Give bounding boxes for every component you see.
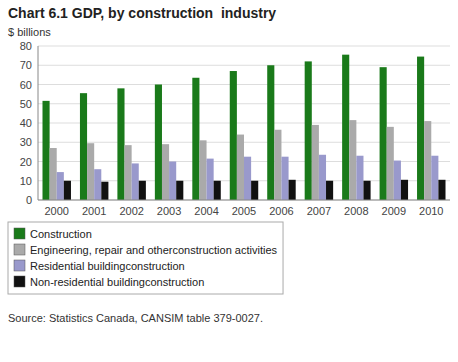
bar	[363, 181, 370, 200]
source: Source: Statistics Canada, CANSIM table …	[8, 312, 263, 324]
bar	[42, 101, 49, 200]
legend: Construction Engineering, repair and othe…	[8, 222, 283, 294]
bar	[169, 162, 176, 201]
x-tick-label: 2004	[194, 205, 218, 217]
grid-line	[38, 84, 450, 85]
legend-frame	[8, 222, 283, 294]
y-axis	[38, 46, 39, 200]
y-tick-label: 20	[20, 156, 32, 168]
legend-label: Non-residential buildingconstruction	[30, 276, 204, 288]
legend-label: Residential buildingconstruction	[30, 260, 185, 272]
bar	[176, 181, 183, 200]
bar	[207, 159, 214, 200]
legend-swatch	[14, 228, 25, 239]
bar	[155, 85, 162, 201]
bar	[387, 127, 394, 200]
y-tick-label: 10	[20, 175, 32, 187]
bar	[80, 93, 87, 200]
y-tick-label: 60	[20, 79, 32, 91]
bar	[251, 181, 258, 200]
bar	[267, 65, 274, 200]
bar	[394, 161, 401, 200]
x-tick-label: 2010	[419, 205, 443, 217]
grid-line	[38, 123, 450, 124]
bar	[125, 145, 132, 200]
chart: Chart 6.1 GDP, by construction industry $…	[0, 0, 458, 362]
y-tick-label: 40	[20, 117, 32, 129]
bar	[289, 180, 296, 200]
bar	[312, 125, 319, 200]
grid-line	[38, 103, 450, 104]
bar	[162, 144, 169, 200]
bar	[438, 180, 445, 200]
grid-line	[38, 46, 450, 47]
bar	[342, 55, 349, 200]
bar	[192, 78, 199, 200]
bar	[281, 157, 288, 200]
bar	[244, 157, 251, 200]
legend-swatch	[14, 260, 25, 271]
x-tick-label: 2006	[269, 205, 293, 217]
grid-line	[38, 200, 450, 201]
bar	[380, 67, 387, 200]
x-axis	[38, 200, 450, 201]
bar	[356, 156, 363, 200]
legend-label: Engineering, repair and otherconstructio…	[30, 244, 278, 256]
bar	[94, 169, 101, 200]
y-tick-label: 70	[20, 59, 32, 71]
title: Chart 6.1 GDP, by construction industry	[8, 5, 276, 21]
y-tick-label: 0	[26, 194, 32, 206]
bar	[230, 71, 237, 200]
bar	[117, 88, 124, 200]
bar	[305, 61, 312, 200]
bar	[57, 172, 64, 200]
bar	[139, 181, 146, 200]
bar	[64, 181, 71, 200]
y-tick-label: 50	[20, 98, 32, 110]
bar	[237, 135, 244, 200]
bar	[326, 181, 333, 200]
bar	[349, 120, 356, 200]
x-tick-label: 2002	[119, 205, 143, 217]
legend-swatch	[14, 244, 25, 255]
bar	[50, 148, 57, 200]
bar	[132, 163, 139, 200]
bar	[87, 143, 94, 200]
y-tick-label: 30	[20, 136, 32, 148]
bar	[199, 140, 206, 200]
bar	[319, 155, 326, 200]
y-axis-label: $ billions	[8, 26, 51, 38]
x-tick-label: 2001	[82, 205, 106, 217]
x-tick-label: 2008	[344, 205, 368, 217]
grid	[38, 46, 450, 200]
x-tick-label: 2005	[232, 205, 256, 217]
bar	[431, 156, 438, 200]
legend-label: Construction	[30, 228, 92, 240]
bar	[214, 181, 221, 200]
x-tick-label: 2000	[44, 205, 68, 217]
bar	[101, 182, 108, 200]
bar	[417, 57, 424, 200]
legend-swatch	[14, 276, 25, 287]
bar	[274, 130, 281, 200]
bars	[42, 55, 445, 200]
bar	[401, 180, 408, 200]
bar	[424, 121, 431, 200]
x-tick-label: 2007	[307, 205, 331, 217]
grid-line	[38, 65, 450, 66]
x-tick-label: 2003	[157, 205, 181, 217]
x-tick-label: 2009	[382, 205, 406, 217]
y-tick-label: 80	[20, 40, 32, 52]
